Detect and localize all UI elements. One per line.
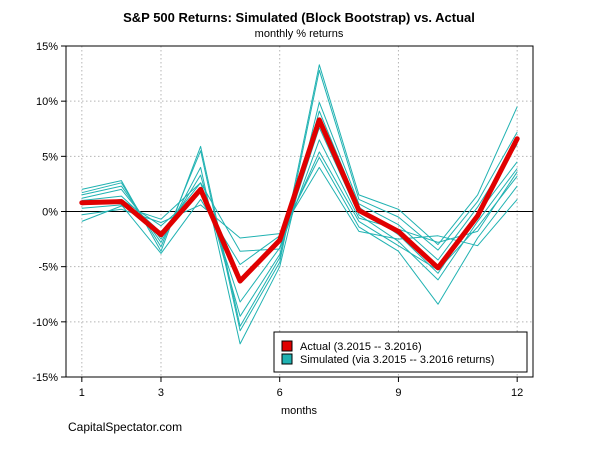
legend-label: Simulated (via 3.2015 -- 3.2016 returns) <box>300 354 494 366</box>
y-tick-label: -15% <box>32 372 58 384</box>
x-tick-label: 1 <box>79 387 85 399</box>
y-tick-label: 10% <box>36 96 58 108</box>
simulated-line <box>81 110 518 317</box>
simulated-line <box>81 156 518 305</box>
y-tick-label: 0% <box>42 207 58 219</box>
actual-line <box>79 117 520 284</box>
simulated-line <box>81 139 518 252</box>
x-axis-label: months <box>281 405 318 417</box>
legend-label: Actual (3.2015 -- 3.2016) <box>300 341 422 353</box>
actual-series <box>79 117 520 284</box>
x-tick-label: 12 <box>511 387 523 399</box>
simulated-line <box>81 166 518 247</box>
source-label: CapitalSpectator.com <box>68 420 182 434</box>
y-tick-label: -10% <box>32 317 58 329</box>
x-axis: 1 3 6 9 12 <box>79 377 523 399</box>
x-tick-label: 3 <box>158 387 164 399</box>
chart-subtitle: monthly % returns <box>255 28 344 40</box>
legend-box <box>273 331 528 373</box>
simulated-line <box>81 69 518 332</box>
legend-swatch <box>281 340 293 352</box>
y-tick-label: -5% <box>38 262 58 274</box>
x-tick-label: 6 <box>277 387 283 399</box>
x-tick-label: 9 <box>395 387 401 399</box>
simulated-series <box>81 64 518 345</box>
chart-title: S&P 500 Returns: Simulated (Block Bootst… <box>123 10 475 25</box>
simulated-line <box>81 64 518 327</box>
y-tick-label: 5% <box>42 151 58 163</box>
y-tick-label: 15% <box>36 41 58 53</box>
plot-frame <box>65 45 534 378</box>
legend-swatch <box>281 353 293 365</box>
legend: Actual (3.2015 -- 3.2016)Simulated (via … <box>273 331 528 373</box>
y-axis: -15% -10% -5% 0% 5% 10% 15% <box>32 41 66 384</box>
